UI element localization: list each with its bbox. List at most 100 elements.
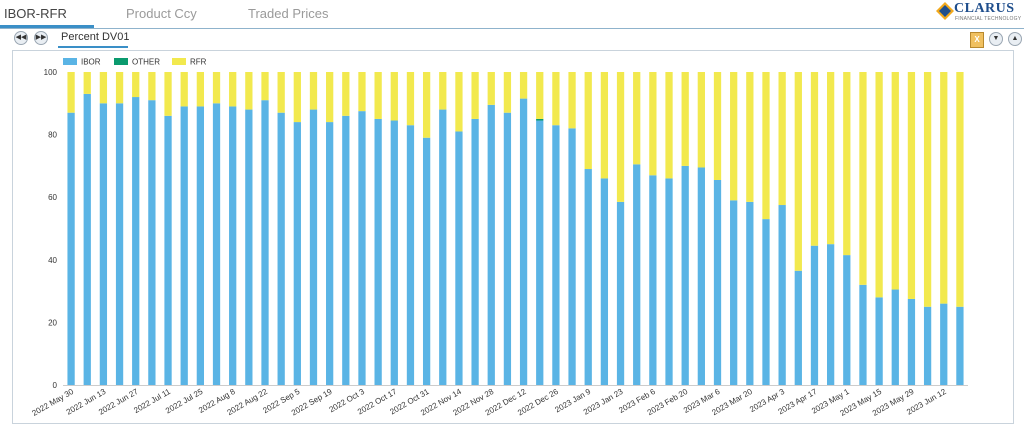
bar-ibor <box>568 128 576 385</box>
bar-rfr <box>810 72 819 246</box>
bar-ibor <box>552 125 560 386</box>
bar-rfr <box>794 72 802 271</box>
bar-rfr <box>406 72 415 126</box>
chart-toolbar: ◀◀ ▶▶ Percent DV01 X ▼ ▲ <box>0 28 1024 48</box>
active-tab-indicator <box>0 25 94 28</box>
bar-rfr <box>519 72 528 99</box>
bar-ibor <box>616 201 625 385</box>
bar-ibor <box>891 289 899 385</box>
legend-label-other: OTHER <box>132 58 160 67</box>
bar-ibor <box>309 109 318 385</box>
y-tick-label: 60 <box>48 193 57 202</box>
bar-ibor <box>826 244 835 385</box>
bar-ibor <box>713 179 722 385</box>
bar-ibor <box>439 109 447 385</box>
bar-ibor <box>907 298 916 385</box>
bar-ibor <box>519 98 528 386</box>
bar-rfr <box>697 72 705 168</box>
bar-ibor <box>584 169 592 385</box>
bar-ibor <box>859 284 867 385</box>
bar-rfr <box>164 72 172 116</box>
bar-rfr <box>762 72 770 220</box>
bar-rfr <box>83 72 91 94</box>
y-tick-label: 20 <box>48 318 57 327</box>
chart-panel: 0 20 40 60 80 100 2022 May 30 2022 Jun 13 2022 J… <box>12 50 1014 424</box>
bar-rfr <box>309 72 318 110</box>
bar-ibor <box>212 103 221 386</box>
collapse-icon[interactable]: ▼ <box>989 32 1003 46</box>
bar-rfr <box>633 72 641 165</box>
logo-name: CLARUS <box>954 1 1015 16</box>
bar-rfr <box>212 72 221 104</box>
bar-rfr <box>713 72 722 180</box>
bar-ibor <box>503 112 512 385</box>
bar-ibor <box>843 255 851 385</box>
fast-forward-icon[interactable]: ▶▶ <box>34 31 48 45</box>
bar-ibor <box>422 137 431 385</box>
bar-rfr <box>67 72 75 113</box>
rewind-icon[interactable]: ◀◀ <box>14 31 28 45</box>
bar-ibor <box>342 115 350 385</box>
bar-rfr <box>616 72 625 202</box>
bar-rfr <box>923 72 932 307</box>
bar-rfr <box>245 72 253 110</box>
tab-percent-dv01[interactable]: Percent DV01 <box>61 31 130 43</box>
bar-rfr <box>503 72 512 113</box>
clarus-logo: CLARUS FINANCIAL TECHNOLOGY <box>936 0 1024 24</box>
bar-ibor <box>810 245 819 385</box>
legend-label-ibor: IBOR <box>81 58 101 67</box>
excel-export-icon[interactable]: X <box>970 32 984 48</box>
bar-ibor <box>261 100 269 386</box>
bar-rfr <box>891 72 899 290</box>
y-tick-label: 80 <box>48 131 57 140</box>
bar-rfr <box>649 72 657 176</box>
bar-ibor <box>180 106 188 386</box>
bar-ibor <box>471 118 479 385</box>
bar-ibor <box>67 112 75 385</box>
bar-ibor <box>164 115 172 385</box>
bar-ibor <box>665 178 673 385</box>
bar-rfr <box>859 72 867 285</box>
bar-rfr <box>487 72 495 105</box>
subtab-indicator <box>58 46 128 48</box>
expand-icon[interactable]: ▲ <box>1008 32 1022 46</box>
bar-rfr <box>390 72 398 121</box>
bar-ibor <box>245 109 253 385</box>
bar-ibor <box>229 106 237 386</box>
logo-tagline: FINANCIAL TECHNOLOGY <box>955 16 1022 22</box>
y-tick-label: 100 <box>44 68 58 77</box>
bar-ibor <box>746 201 754 385</box>
legend-swatch-ibor <box>63 58 77 65</box>
bar-rfr <box>907 72 916 299</box>
bar-ibor <box>600 178 609 385</box>
bar-other <box>536 118 544 121</box>
bar-rfr <box>293 72 301 123</box>
y-tick-label: 40 <box>48 256 57 265</box>
tab-traded-prices[interactable]: Traded Prices <box>248 6 329 21</box>
bar-ibor <box>406 125 415 386</box>
legend-swatch-rfr <box>172 58 186 65</box>
bar-rfr <box>115 72 124 104</box>
bar-ibor <box>277 112 285 385</box>
bar-ibor <box>196 106 205 386</box>
bar-ibor <box>455 131 463 385</box>
tab-bar: IBOR-RFR Product Ccy Traded Prices CLARU… <box>0 0 1024 29</box>
bar-rfr <box>196 72 205 107</box>
bar-ibor <box>132 97 140 385</box>
bar-rfr <box>536 72 544 119</box>
bar-rfr <box>843 72 851 256</box>
tab-ibor-rfr[interactable]: IBOR-RFR <box>4 6 67 21</box>
bar-rfr <box>180 72 188 107</box>
legend-swatch-other <box>114 58 128 65</box>
bar-ibor <box>923 306 932 385</box>
bar-ibor <box>875 297 883 385</box>
bar-rfr <box>956 72 964 307</box>
bar-rfr <box>746 72 754 202</box>
bar-rfr <box>261 72 269 101</box>
tab-product-ccy[interactable]: Product Ccy <box>126 6 197 21</box>
bar-ibor <box>390 120 398 385</box>
bar-rfr <box>826 72 835 245</box>
bar-ibor <box>940 303 948 385</box>
bar-ibor <box>794 270 802 385</box>
